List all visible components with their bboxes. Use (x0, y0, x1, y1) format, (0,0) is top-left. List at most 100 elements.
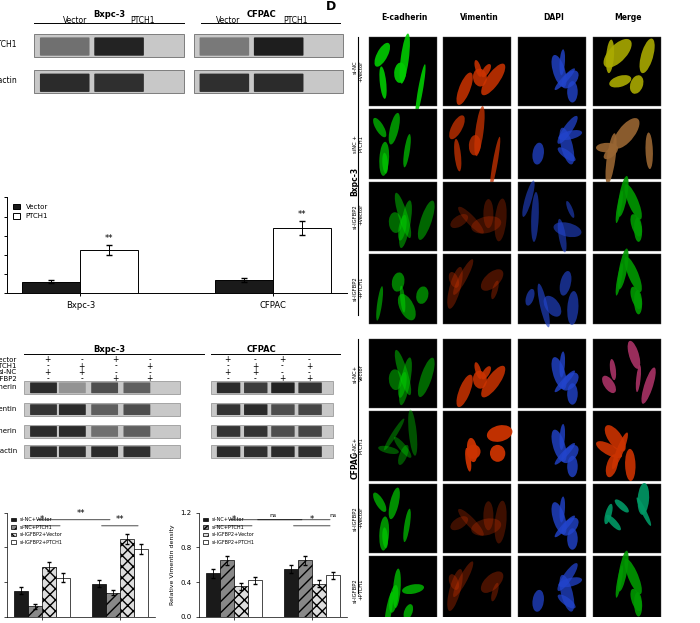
FancyBboxPatch shape (91, 446, 118, 457)
Ellipse shape (471, 518, 501, 536)
Ellipse shape (456, 72, 473, 105)
Text: si-NC: si-NC (0, 369, 18, 375)
Ellipse shape (533, 143, 544, 164)
Ellipse shape (559, 128, 574, 164)
Ellipse shape (484, 502, 494, 530)
FancyBboxPatch shape (443, 109, 511, 179)
FancyBboxPatch shape (518, 556, 586, 623)
Ellipse shape (389, 369, 402, 390)
FancyBboxPatch shape (593, 37, 661, 106)
Ellipse shape (376, 286, 383, 321)
Ellipse shape (450, 214, 468, 228)
FancyBboxPatch shape (59, 404, 86, 415)
FancyBboxPatch shape (30, 383, 57, 393)
Text: -: - (253, 374, 256, 383)
Ellipse shape (567, 291, 578, 325)
Ellipse shape (602, 376, 616, 393)
Ellipse shape (389, 585, 398, 612)
Ellipse shape (454, 139, 461, 171)
Text: si-IGFBP2: si-IGFBP2 (0, 376, 18, 381)
Ellipse shape (450, 516, 468, 530)
Ellipse shape (636, 497, 651, 526)
FancyBboxPatch shape (123, 426, 150, 437)
Ellipse shape (606, 133, 617, 184)
FancyBboxPatch shape (369, 182, 437, 251)
FancyBboxPatch shape (254, 37, 304, 55)
Text: siNC +
PTCH1: siNC + PTCH1 (353, 135, 363, 153)
Bar (248, 581, 262, 617)
FancyBboxPatch shape (593, 484, 661, 553)
Ellipse shape (631, 589, 642, 611)
Ellipse shape (634, 290, 642, 315)
FancyBboxPatch shape (443, 484, 511, 553)
Ellipse shape (475, 106, 484, 156)
Text: +: + (45, 368, 51, 377)
Ellipse shape (558, 594, 575, 609)
FancyBboxPatch shape (369, 37, 437, 106)
Ellipse shape (606, 515, 621, 530)
Text: Vimentin: Vimentin (0, 406, 18, 412)
Ellipse shape (394, 437, 412, 458)
FancyBboxPatch shape (30, 404, 57, 415)
Ellipse shape (554, 222, 582, 237)
Ellipse shape (490, 445, 505, 462)
FancyBboxPatch shape (194, 34, 343, 57)
Ellipse shape (630, 75, 643, 94)
Text: +: + (225, 368, 231, 377)
Ellipse shape (447, 267, 463, 309)
Ellipse shape (475, 60, 482, 77)
Ellipse shape (389, 212, 402, 233)
Ellipse shape (596, 143, 617, 153)
Text: +: + (225, 355, 231, 364)
Bar (220, 561, 234, 617)
FancyBboxPatch shape (24, 424, 180, 438)
Ellipse shape (453, 561, 473, 597)
Bar (234, 586, 248, 617)
FancyBboxPatch shape (217, 404, 240, 415)
Text: Vector: Vector (216, 16, 240, 26)
FancyBboxPatch shape (217, 446, 240, 457)
Text: +: + (78, 361, 85, 371)
Ellipse shape (612, 432, 628, 469)
Ellipse shape (415, 64, 426, 116)
Ellipse shape (495, 199, 507, 241)
Text: *: * (40, 515, 44, 524)
Text: -: - (148, 355, 151, 364)
FancyBboxPatch shape (369, 109, 437, 179)
Legend: si-NC+Vector, si-NC+PTCH1, si-IGFBP2+Vector, si-IGFBP2+PTCH1: si-NC+Vector, si-NC+PTCH1, si-IGFBP2+Vec… (202, 515, 257, 546)
Ellipse shape (384, 419, 405, 450)
Text: PTCH1: PTCH1 (284, 16, 308, 26)
FancyBboxPatch shape (443, 411, 511, 481)
Ellipse shape (403, 509, 411, 542)
Text: si-IGFBP2
+Vector: si-IGFBP2 +Vector (353, 204, 363, 229)
FancyBboxPatch shape (271, 446, 295, 457)
Ellipse shape (490, 137, 500, 188)
Ellipse shape (559, 130, 582, 140)
Text: -: - (46, 361, 49, 371)
Ellipse shape (552, 430, 567, 462)
Text: β-actin: β-actin (0, 76, 18, 85)
Ellipse shape (558, 219, 566, 252)
Ellipse shape (624, 559, 642, 594)
FancyBboxPatch shape (199, 74, 249, 92)
Text: **: ** (105, 234, 113, 242)
Ellipse shape (408, 409, 417, 455)
FancyBboxPatch shape (91, 404, 118, 415)
Text: Vimentin: Vimentin (460, 12, 498, 22)
Text: +: + (113, 355, 119, 364)
FancyBboxPatch shape (211, 402, 333, 416)
FancyBboxPatch shape (518, 484, 586, 553)
FancyBboxPatch shape (91, 426, 118, 437)
FancyBboxPatch shape (593, 254, 661, 324)
Text: E-cadherin: E-cadherin (381, 12, 428, 22)
Ellipse shape (617, 551, 629, 591)
Ellipse shape (616, 565, 623, 597)
Ellipse shape (559, 351, 565, 378)
Ellipse shape (557, 563, 578, 591)
Ellipse shape (605, 425, 626, 452)
Text: +: + (146, 361, 153, 371)
Bar (42, 566, 56, 617)
Ellipse shape (418, 201, 435, 240)
Ellipse shape (552, 357, 567, 389)
FancyBboxPatch shape (94, 37, 144, 55)
